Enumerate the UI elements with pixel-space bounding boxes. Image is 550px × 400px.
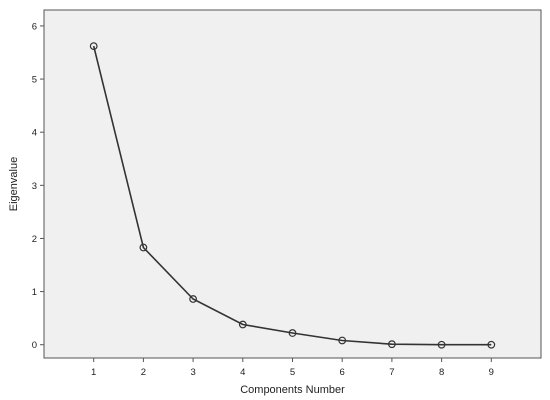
data-point xyxy=(288,329,297,337)
x-axis-title: Components Number xyxy=(240,384,345,396)
data-point xyxy=(338,336,347,345)
y-tick-label: 3 xyxy=(32,181,37,192)
y-tick-label: 1 xyxy=(32,287,37,298)
x-axis: 1 2 3 4 5 6 7 8 9 xyxy=(91,358,494,378)
y-tick-label: 4 xyxy=(32,128,37,139)
eigenvalue-line xyxy=(92,45,492,346)
y-tick-label: 0 xyxy=(32,340,37,351)
data-point xyxy=(437,340,446,349)
x-tick-label: 4 xyxy=(240,367,245,378)
x-tick-label: 6 xyxy=(340,367,345,378)
y-tick-label: 5 xyxy=(32,75,37,86)
x-tick-label: 3 xyxy=(190,367,195,378)
y-axis-title: Eigenvalue xyxy=(8,157,20,211)
y-axis: 0 1 2 3 4 5 6 xyxy=(32,21,44,351)
data-point xyxy=(89,42,98,51)
x-tick-label: 2 xyxy=(141,367,146,378)
x-tick-label: 9 xyxy=(489,367,494,378)
data-points xyxy=(89,42,496,349)
data-point xyxy=(487,340,496,349)
plot-area xyxy=(43,9,542,359)
data-point xyxy=(238,320,247,329)
y-tick-label: 6 xyxy=(32,21,37,32)
y-tick-label: 2 xyxy=(32,234,37,245)
x-tick-label: 8 xyxy=(439,367,444,378)
x-tick-label: 1 xyxy=(91,367,96,378)
data-point xyxy=(189,295,198,303)
data-point xyxy=(139,243,148,252)
x-tick-label: 5 xyxy=(290,367,295,378)
x-tick-label: 7 xyxy=(389,367,394,378)
data-point xyxy=(388,340,396,349)
